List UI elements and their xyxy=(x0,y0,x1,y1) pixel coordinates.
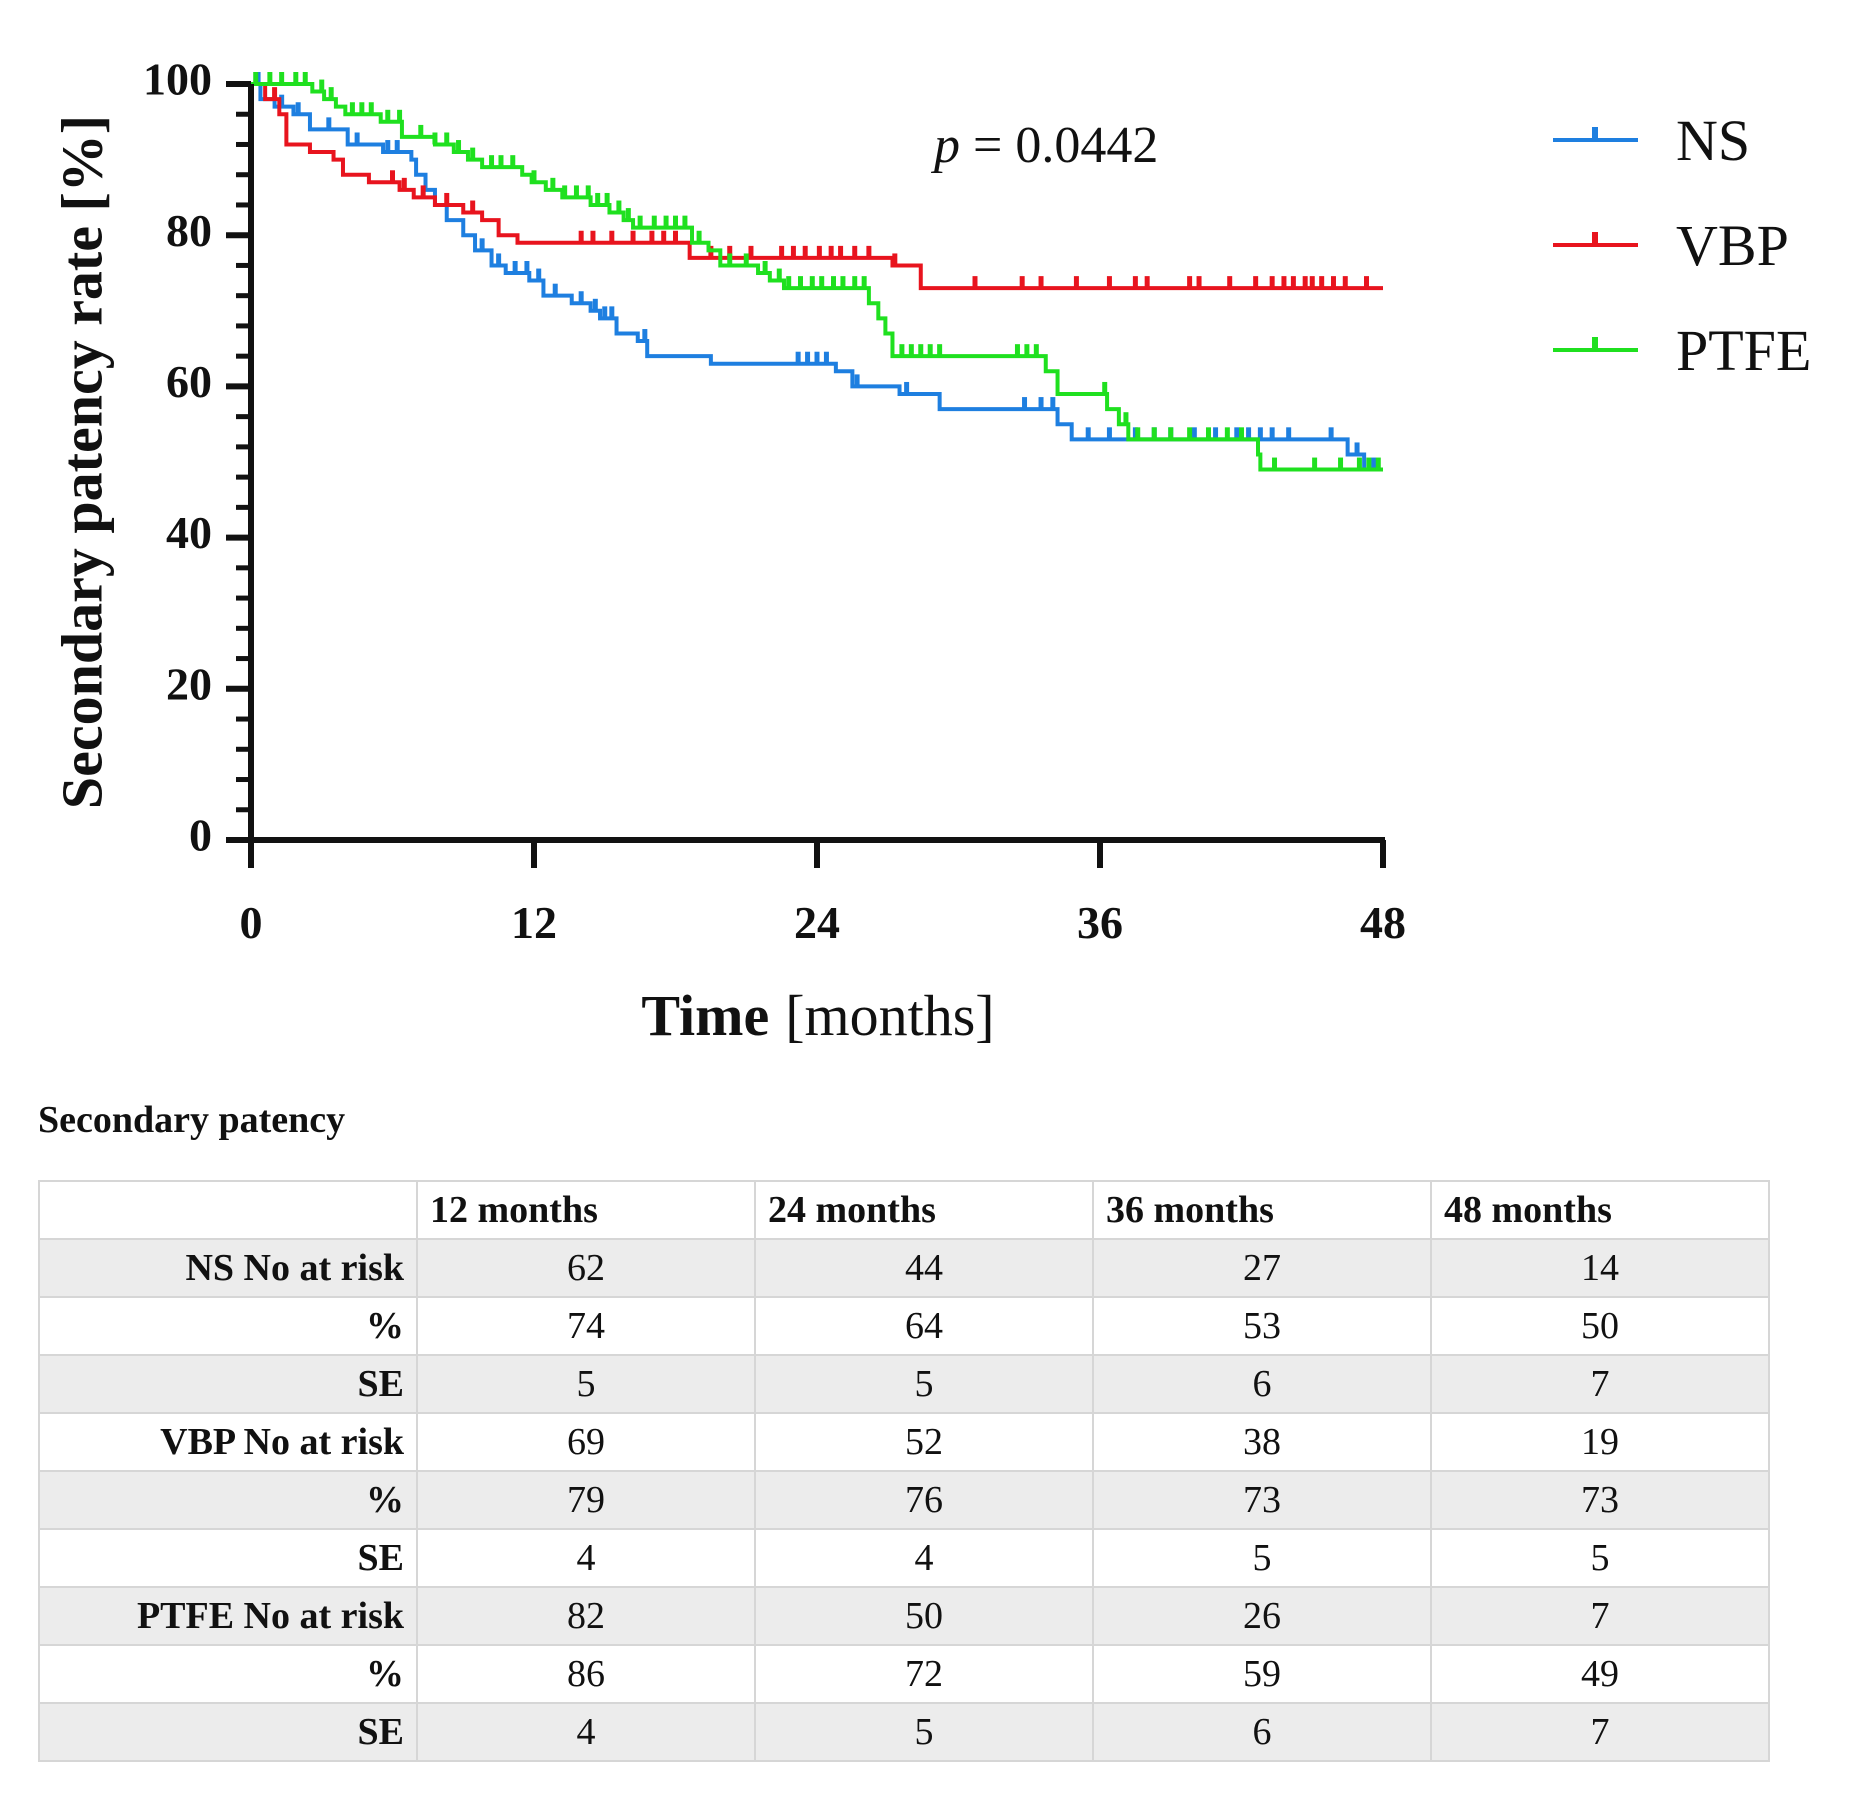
y-tick-label: 60 xyxy=(166,356,212,407)
table-header-cell: 36 months xyxy=(1092,1180,1432,1240)
table-cell: 53 xyxy=(1092,1296,1432,1356)
row-label: % xyxy=(38,1296,418,1356)
table-cell: 26 xyxy=(1092,1586,1432,1646)
legend: NS VBP PTFE xyxy=(1553,108,1811,383)
x-tick-label: 12 xyxy=(511,897,557,948)
table-cell: 50 xyxy=(754,1586,1094,1646)
row-label: % xyxy=(38,1644,418,1704)
table-cell: 59 xyxy=(1092,1644,1432,1704)
table-row: VBP No at risk 69 52 38 19 xyxy=(38,1412,1770,1472)
table-cell: 5 xyxy=(754,1702,1094,1762)
row-label: SE xyxy=(38,1702,418,1762)
table-cell: 74 xyxy=(416,1296,756,1356)
table-cell: 5 xyxy=(1092,1528,1432,1588)
row-label: PTFE No at risk xyxy=(38,1586,418,1646)
p-value: = 0.0442 xyxy=(960,117,1158,174)
table-cell: 4 xyxy=(416,1702,756,1762)
series-line-ptfe xyxy=(251,82,1383,472)
x-axis-title-bold: Time xyxy=(641,983,769,1048)
table-cell: 73 xyxy=(1092,1470,1432,1530)
table-cell: 64 xyxy=(754,1296,1094,1356)
table-row: PTFE No at risk 82 50 26 7 xyxy=(38,1586,1770,1646)
legend-label-ns: NS xyxy=(1676,108,1750,173)
x-axis-title-unit: [months] xyxy=(785,983,994,1048)
table-cell: 4 xyxy=(754,1528,1094,1588)
y-tick-label: 0 xyxy=(189,810,212,861)
table-row: NS No at risk 62 44 27 14 xyxy=(38,1238,1770,1298)
table-row: % 79 76 73 73 xyxy=(38,1470,1770,1530)
row-label: SE xyxy=(38,1354,418,1414)
table-body: NS No at risk 62 44 27 14% 74 64 53 50 SE 5 5 6 7 VBP … xyxy=(38,1238,1770,1762)
series-layer xyxy=(251,72,1383,472)
series-line-ns xyxy=(251,82,1383,472)
km-chart: 0 20 40 60 80 100 0 12 24 36 48 Secondary patency … xyxy=(49,54,1811,1048)
table-header-cell: 48 months xyxy=(1430,1180,1770,1240)
table-cell: 27 xyxy=(1092,1238,1432,1298)
table-cell: 19 xyxy=(1430,1412,1770,1472)
y-tick-label: 20 xyxy=(166,658,212,709)
table-cell: 86 xyxy=(416,1644,756,1704)
table-cell: 69 xyxy=(416,1412,756,1472)
table-title: Secondary patency xyxy=(38,1099,346,1141)
table-cell: 5 xyxy=(1430,1528,1770,1588)
y-tick-label: 40 xyxy=(166,507,212,558)
table-row: % 86 72 59 49 xyxy=(38,1644,1770,1704)
legend-label-ptfe: PTFE xyxy=(1676,318,1811,383)
table-row: % 74 64 53 50 xyxy=(38,1296,1770,1356)
table-cell: 62 xyxy=(416,1238,756,1298)
table-cell: 5 xyxy=(416,1354,756,1414)
table-cell: 4 xyxy=(416,1528,756,1588)
table-cell: 79 xyxy=(416,1470,756,1530)
table-cell: 49 xyxy=(1430,1644,1770,1704)
chart-area: 0 20 40 60 80 100 0 12 24 36 48 Secondary patency … xyxy=(49,54,1811,1048)
series-line-vbp xyxy=(251,82,1383,291)
y-tick-label: 100 xyxy=(143,54,212,105)
x-tick-label: 0 xyxy=(240,897,263,948)
row-label: NS No at risk xyxy=(38,1238,418,1298)
row-label: % xyxy=(38,1470,418,1530)
x-tick-label: 48 xyxy=(1360,897,1406,948)
table-cell: 6 xyxy=(1092,1354,1432,1414)
table-cell: 82 xyxy=(416,1586,756,1646)
x-tick-label: 36 xyxy=(1077,897,1123,948)
table-cell: 5 xyxy=(754,1354,1094,1414)
patency-table: 12 months 24 months 36 months 48 months NS … xyxy=(38,1180,1770,1762)
table-row: SE 4 4 5 5 xyxy=(38,1528,1770,1588)
table-cell: 44 xyxy=(754,1238,1094,1298)
x-axis-title: Time [months] xyxy=(641,983,994,1048)
table-row: SE 5 5 6 7 xyxy=(38,1354,1770,1414)
table-cell: 73 xyxy=(1430,1470,1770,1530)
table-cell: 7 xyxy=(1430,1702,1770,1762)
x-tick-label: 24 xyxy=(794,897,840,948)
axis-ticks: 0 20 40 60 80 100 0 12 24 36 48 xyxy=(143,54,1406,948)
table-cell: 7 xyxy=(1430,1586,1770,1646)
table-cell: 6 xyxy=(1092,1702,1432,1762)
legend-label-vbp: VBP xyxy=(1676,213,1789,278)
row-label: VBP No at risk xyxy=(38,1412,418,1472)
table-cell: 72 xyxy=(754,1644,1094,1704)
table-cell: 76 xyxy=(754,1470,1094,1530)
table-row: SE 4 5 6 7 xyxy=(38,1702,1770,1762)
p-symbol: p xyxy=(930,117,960,174)
p-value-annotation: p = 0.0442 xyxy=(930,117,1158,174)
table-header-row: 12 months 24 months 36 months 48 months xyxy=(38,1180,1770,1240)
table-cell: 50 xyxy=(1430,1296,1770,1356)
table-header-cell xyxy=(38,1180,418,1240)
table-header-cell: 12 months xyxy=(416,1180,756,1240)
table-header-cell: 24 months xyxy=(754,1180,1094,1240)
table-cell: 38 xyxy=(1092,1412,1432,1472)
table-cell: 52 xyxy=(754,1412,1094,1472)
y-axis-title: Secondary patency rate [%] xyxy=(49,115,114,809)
table-cell: 7 xyxy=(1430,1354,1770,1414)
table-cell: 14 xyxy=(1430,1238,1770,1298)
row-label: SE xyxy=(38,1528,418,1588)
y-tick-label: 80 xyxy=(166,205,212,256)
